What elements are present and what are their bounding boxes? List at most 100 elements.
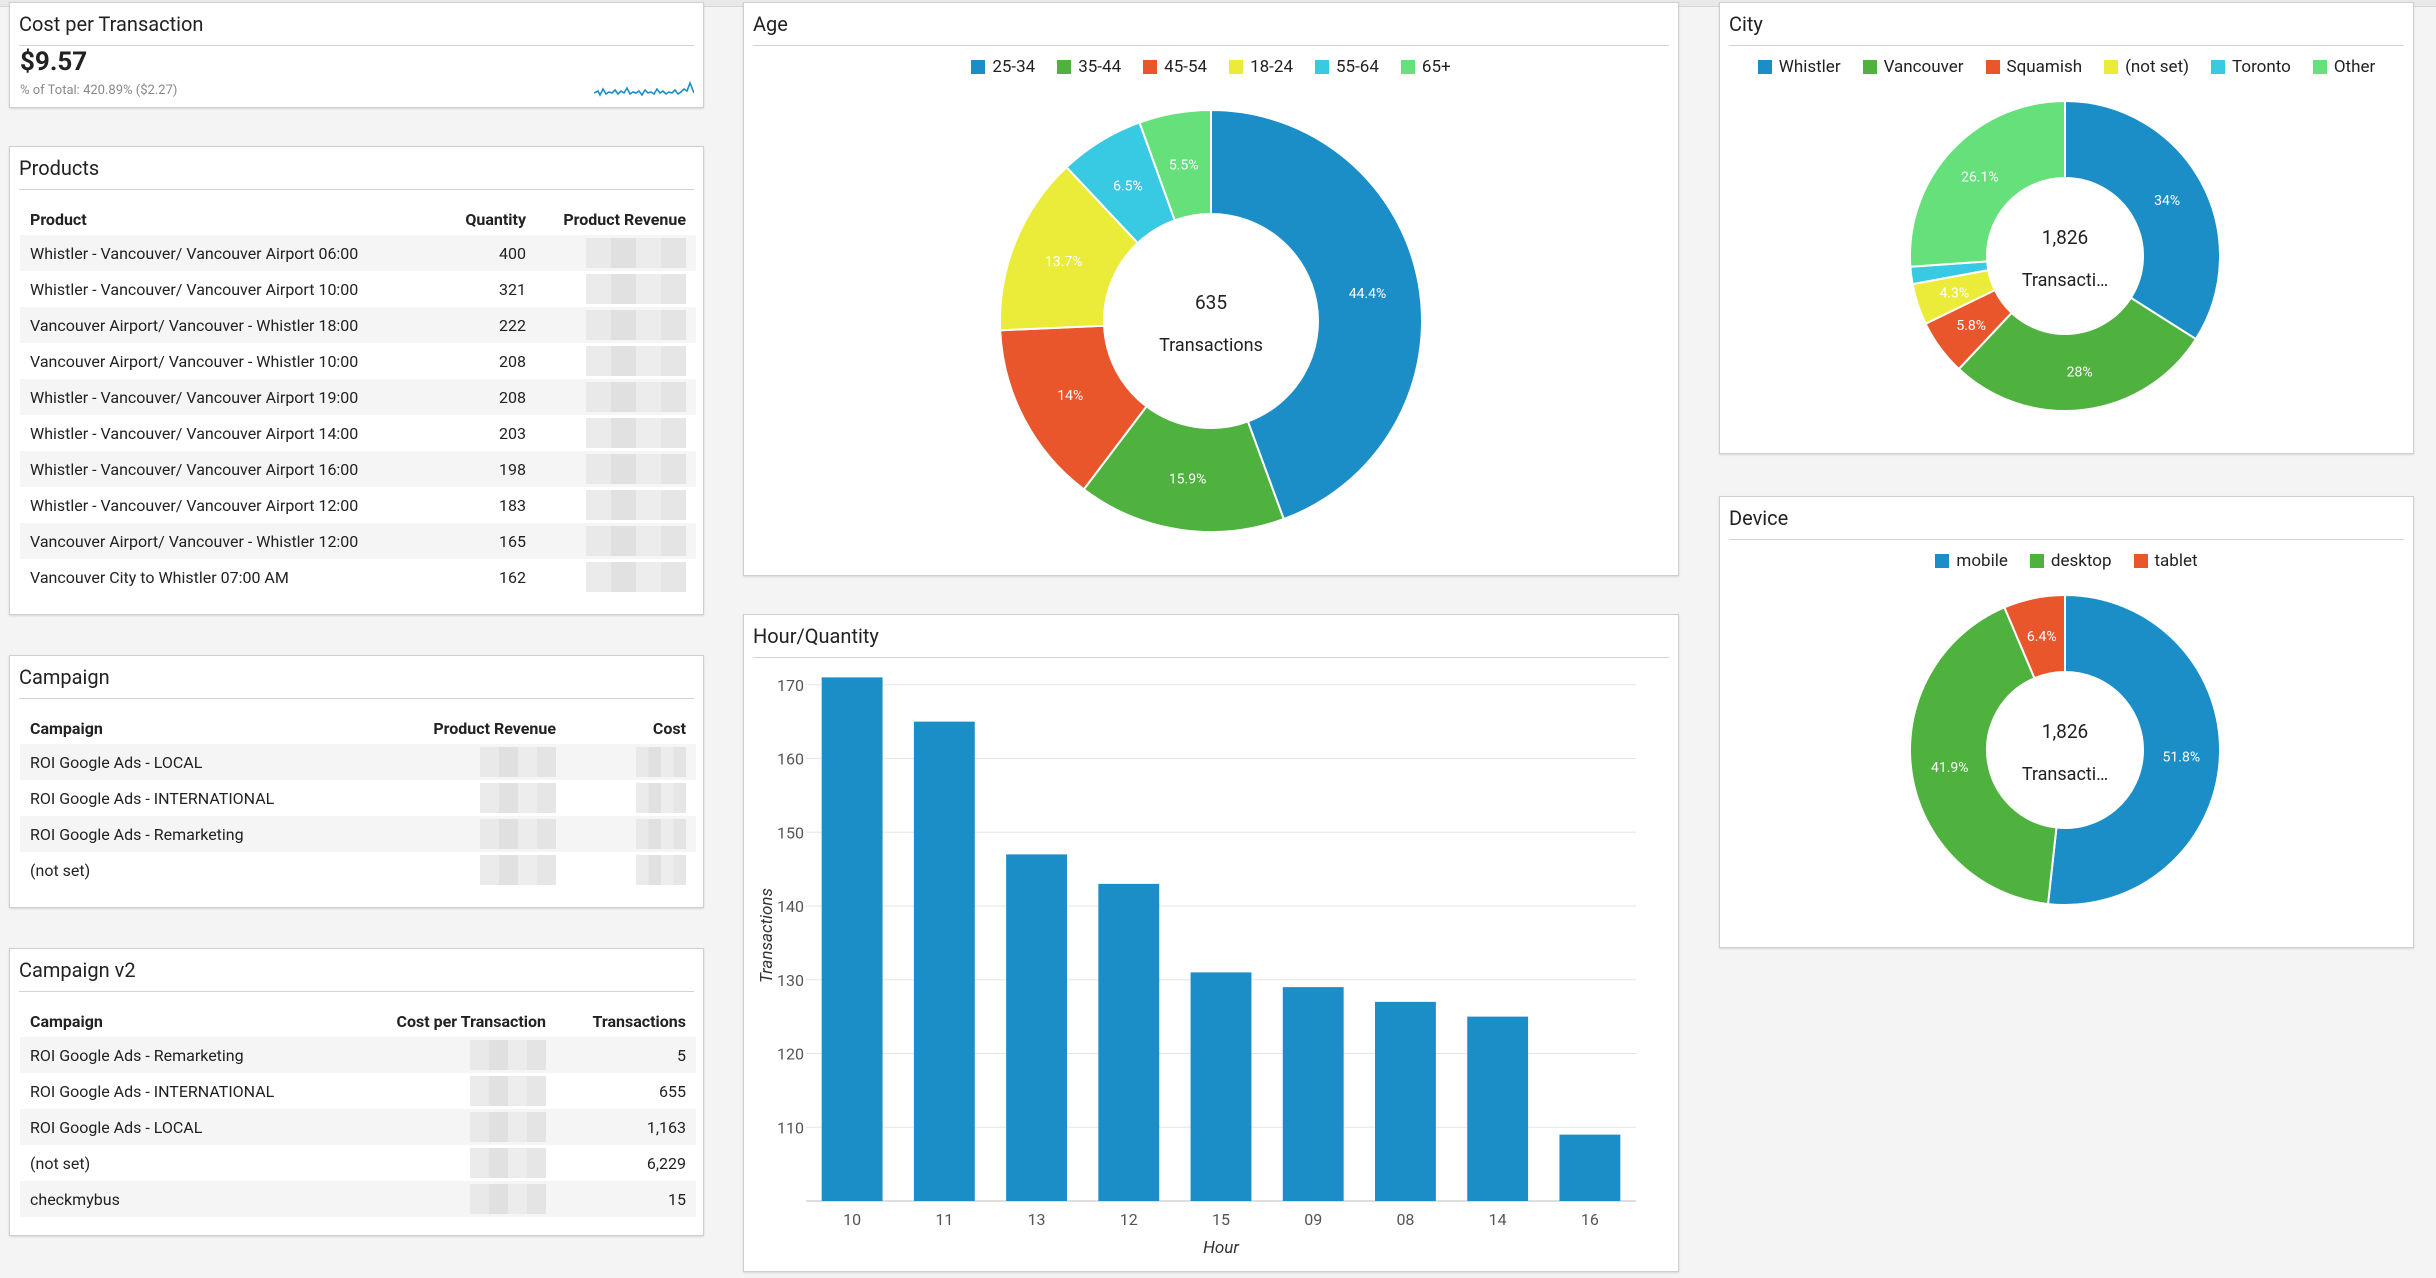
product-name[interactable]: Whistler - Vancouver/ Vancouver Airport …: [20, 451, 426, 487]
legend-item[interactable]: Toronto: [2211, 57, 2291, 77]
donut-slice[interactable]: [999, 324, 1148, 491]
age-widget[interactable]: Age 25-34 35-44 45-54 18-24 55-64 65+ 44.4% 15…: [743, 2, 1679, 576]
bar[interactable]: [1190, 972, 1252, 1201]
table-row[interactable]: ROI Google Ads - Remarketing 5: [20, 1037, 696, 1073]
legend-item[interactable]: Vancouver: [1862, 57, 1964, 77]
table-row[interactable]: Vancouver Airport/ Vancouver - Whistler …: [20, 523, 696, 559]
kpi-subtext-value: 420.89% ($2.27): [83, 83, 178, 98]
legend-label: 35-44: [1078, 57, 1122, 77]
campaign-v2-widget[interactable]: Campaign v2 Campaign Cost per Transactio…: [9, 948, 704, 1236]
legend-item[interactable]: Whistler: [1757, 57, 1841, 77]
legend-item[interactable]: 35-44: [1057, 57, 1121, 77]
donut-slice[interactable]: [1909, 606, 2058, 906]
campaign-v2-table: Campaign Cost per Transaction Transactio…: [20, 1005, 696, 1217]
cost-per-transaction-widget[interactable]: Cost per Transaction $9.57 % of Total: 4…: [9, 2, 704, 108]
bar[interactable]: [1375, 1001, 1436, 1201]
product-name[interactable]: Whistler - Vancouver/ Vancouver Airport …: [30, 495, 359, 515]
donut-slice[interactable]: [1082, 404, 1286, 533]
table-row[interactable]: Vancouver Airport/ Vancouver - Whistler …: [20, 307, 696, 343]
table-row[interactable]: ROI Google Ads - INTERNATIONAL: [20, 780, 696, 816]
donut-slice[interactable]: [1909, 99, 2066, 268]
table-row[interactable]: Whistler - Vancouver/ Vancouver Airport …: [20, 379, 696, 415]
donut-slice[interactable]: [2064, 99, 2221, 341]
bar[interactable]: [1282, 987, 1344, 1201]
campaign-name[interactable]: ROI Google Ads - Remarketing: [20, 816, 396, 852]
device-widget[interactable]: Device mobile desktop tablet 51.8% 41.9% 6.4…: [1719, 496, 2414, 948]
table-row[interactable]: Whistler - Vancouver/ Vancouver Airport …: [20, 271, 696, 307]
bar[interactable]: [1006, 854, 1067, 1201]
table-row[interactable]: checkmybus 15: [20, 1181, 696, 1217]
campaign-name[interactable]: ROI Google Ads - INTERNATIONAL: [30, 1081, 275, 1101]
product-name[interactable]: Vancouver Airport/ Vancouver - Whistler …: [20, 523, 426, 559]
legend-item[interactable]: 25-34: [971, 57, 1035, 77]
table-row[interactable]: Vancouver Airport/ Vancouver - Whistler …: [20, 343, 696, 379]
bar[interactable]: [1098, 883, 1160, 1201]
donut-center-value: 1,826: [2042, 720, 2088, 743]
y-tick-label: 150: [777, 823, 804, 842]
table-row[interactable]: Vancouver City to Whistler 07:00 AM 162: [20, 559, 696, 595]
x-tick-label: 12: [1120, 1210, 1138, 1229]
legend-item[interactable]: mobile: [1935, 551, 2008, 571]
campaign-name[interactable]: ROI Google Ads - LOCAL: [20, 1109, 356, 1145]
table-row[interactable]: Whistler - Vancouver/ Vancouver Airport …: [20, 415, 696, 451]
donut-slice[interactable]: [1957, 296, 2198, 412]
campaign-name[interactable]: ROI Google Ads - LOCAL: [20, 744, 396, 780]
table-row[interactable]: (not set) 6,229: [20, 1145, 696, 1181]
redacted-value: [636, 747, 686, 777]
product-name[interactable]: Whistler - Vancouver/ Vancouver Airport …: [30, 279, 359, 299]
donut-slice[interactable]: [1138, 108, 1212, 222]
column-header-transactions[interactable]: Transactions: [592, 1011, 687, 1031]
legend-item[interactable]: 45-54: [1143, 57, 1207, 77]
column-header-campaign[interactable]: Campaign: [30, 718, 103, 738]
campaign-name[interactable]: ROI Google Ads - Remarketing: [20, 1037, 356, 1073]
campaign-name[interactable]: (not set): [30, 860, 91, 880]
column-header-product[interactable]: Product: [30, 209, 87, 229]
column-header-product-revenue[interactable]: Product Revenue: [433, 718, 556, 738]
donut-slice[interactable]: [2046, 593, 2221, 906]
column-header-cost[interactable]: Cost: [652, 718, 686, 738]
products-widget[interactable]: Products Product Quantity Product Revenu…: [9, 146, 704, 615]
legend-item[interactable]: 65+: [1400, 57, 1451, 77]
campaign-name[interactable]: ROI Google Ads - INTERNATIONAL: [30, 788, 275, 808]
bar[interactable]: [1559, 1134, 1621, 1201]
column-header-quantity[interactable]: Quantity: [465, 209, 526, 229]
product-name[interactable]: Vancouver City to Whistler 07:00 AM: [30, 567, 289, 587]
table-row[interactable]: ROI Google Ads - LOCAL: [20, 744, 696, 780]
product-name[interactable]: Vancouver Airport/ Vancouver - Whistler …: [20, 307, 426, 343]
bar[interactable]: [1467, 1016, 1529, 1201]
campaign-widget[interactable]: Campaign Campaign Product Revenue Cost R…: [9, 655, 704, 908]
redacted-value: [636, 855, 686, 885]
product-name[interactable]: Whistler - Vancouver/ Vancouver Airport …: [20, 379, 426, 415]
table-row[interactable]: Whistler - Vancouver/ Vancouver Airport …: [20, 487, 696, 523]
product-name[interactable]: Whistler - Vancouver/ Vancouver Airport …: [30, 423, 359, 443]
donut-slice[interactable]: [2003, 593, 2066, 680]
product-name[interactable]: Whistler - Vancouver/ Vancouver Airport …: [20, 235, 426, 271]
legend-item[interactable]: Other: [2312, 57, 2375, 77]
bar[interactable]: [913, 721, 975, 1201]
table-row[interactable]: ROI Google Ads - LOCAL 1,163: [20, 1109, 696, 1145]
bar[interactable]: [821, 677, 883, 1201]
column-header-campaign[interactable]: Campaign: [30, 1011, 103, 1031]
column-header-cost-per-transaction[interactable]: Cost per Transaction: [396, 1011, 546, 1031]
legend-label: tablet: [2154, 551, 2198, 571]
donut-slice[interactable]: [1210, 108, 1423, 521]
legend-item[interactable]: desktop: [2029, 551, 2112, 571]
legend-label: Toronto: [2232, 57, 2291, 77]
table-row[interactable]: ROI Google Ads - Remarketing: [20, 816, 696, 852]
legend-item[interactable]: tablet: [2133, 551, 2198, 571]
hour-quantity-widget[interactable]: Hour/Quantity 10 11 13 12 15 09 08 14 16 110 120 13…: [743, 614, 1679, 1272]
product-name[interactable]: Vancouver Airport/ Vancouver - Whistler …: [30, 351, 359, 371]
legend-item[interactable]: 18-24: [1229, 57, 1293, 77]
donut-slice[interactable]: [999, 165, 1140, 332]
table-row[interactable]: Whistler - Vancouver/ Vancouver Airport …: [20, 235, 696, 271]
table-row[interactable]: ROI Google Ads - INTERNATIONAL 655: [20, 1073, 696, 1109]
city-widget[interactable]: City Whistler Vancouver Squamish (not set) T…: [1719, 2, 2414, 454]
column-header-product-revenue[interactable]: Product Revenue: [563, 209, 686, 229]
legend-item[interactable]: Squamish: [1985, 57, 2082, 77]
legend-item[interactable]: (not set): [2104, 57, 2189, 77]
campaign-name[interactable]: (not set): [30, 1153, 91, 1173]
campaign-name[interactable]: checkmybus: [20, 1181, 356, 1217]
table-row[interactable]: Whistler - Vancouver/ Vancouver Airport …: [20, 451, 696, 487]
legend-item[interactable]: 55-64: [1315, 57, 1379, 77]
table-row[interactable]: (not set): [20, 852, 696, 888]
